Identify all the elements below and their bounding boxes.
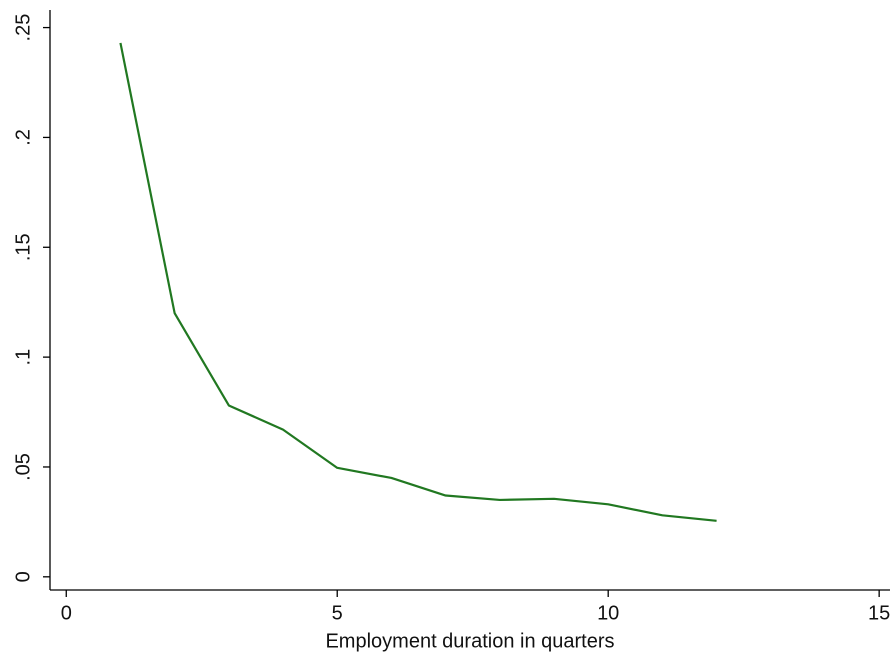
y-tick-label: .05 (12, 453, 34, 481)
x-tick-label: 0 (61, 602, 72, 624)
y-tick-label: .25 (12, 14, 34, 42)
x-axis-title: Employment duration in quarters (325, 630, 614, 652)
y-tick-label: .1 (12, 349, 34, 366)
y-tick-label: .15 (12, 233, 34, 261)
line-series (119, 42, 717, 522)
x-tick-label: 5 (332, 602, 343, 624)
x-tick-label: 15 (868, 602, 890, 624)
x-tick-label: 10 (597, 602, 619, 624)
y-tick-label: 0 (12, 571, 34, 582)
y-tick-label: .2 (12, 129, 34, 146)
